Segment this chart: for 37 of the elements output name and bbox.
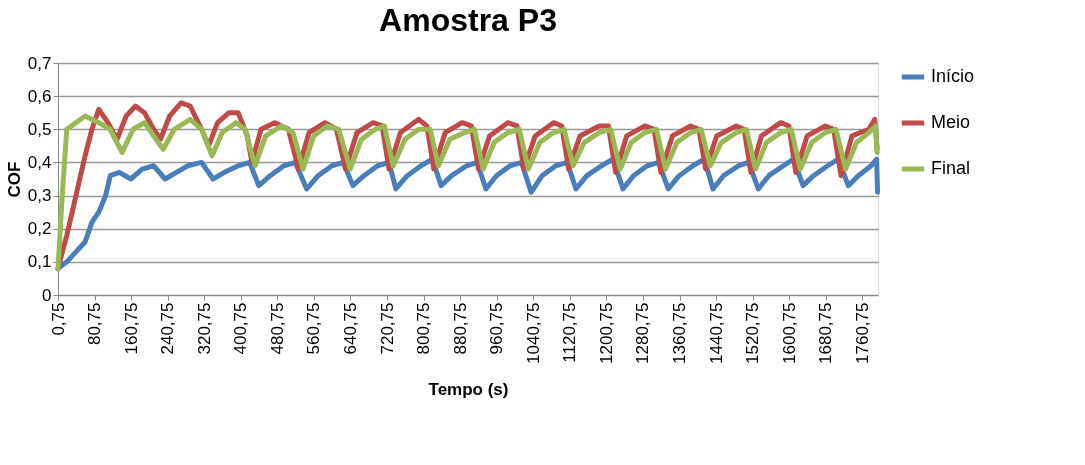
- x-tick-label: 480,75: [267, 302, 287, 355]
- x-tick-label: 160,75: [121, 302, 141, 355]
- legend-label: Final: [931, 158, 971, 178]
- y-axis-title: COF: [4, 161, 24, 198]
- y-tick-label: 0,7: [27, 53, 52, 73]
- y-tick-label: 0,4: [27, 152, 52, 172]
- legend-label: Meio: [931, 112, 971, 132]
- x-tick-label: 1680,75: [816, 302, 836, 364]
- y-tick-label: 0,5: [27, 119, 52, 139]
- x-tick-label: 320,75: [194, 302, 214, 355]
- x-axis-title: Tempo (s): [428, 379, 509, 399]
- x-tick-label: 0,75: [48, 302, 68, 336]
- x-tick-label: 800,75: [414, 302, 434, 355]
- x-tick-label: 1040,75: [523, 302, 543, 364]
- x-tick-label: 400,75: [231, 302, 251, 355]
- x-tick-label: 240,75: [158, 302, 178, 355]
- y-tick-label: 0: [42, 285, 52, 305]
- y-tick-label: 0,3: [27, 186, 52, 206]
- x-tick-label: 1200,75: [596, 302, 616, 364]
- x-tick-label: 1360,75: [670, 302, 690, 364]
- x-tick-label: 1120,75: [560, 302, 580, 363]
- x-tick-label: 80,75: [85, 302, 105, 346]
- x-tick-label: 1760,75: [852, 302, 872, 364]
- y-tick-label: 0,1: [27, 252, 52, 272]
- x-tick-label: 640,75: [340, 302, 360, 355]
- x-tick-label: 1600,75: [779, 302, 799, 364]
- y-tick-label: 0,2: [27, 219, 52, 239]
- x-tick-label: 880,75: [450, 302, 470, 355]
- y-tick-label: 0,6: [27, 86, 52, 106]
- x-tick-label: 960,75: [487, 302, 507, 355]
- x-tick-label: 1520,75: [743, 302, 763, 364]
- x-tick-label: 720,75: [377, 302, 397, 355]
- x-tick-label: 560,75: [304, 302, 324, 355]
- legend-label: Início: [931, 66, 975, 86]
- x-tick-label: 1440,75: [706, 302, 726, 364]
- chart-title: Amostra P3: [379, 2, 557, 38]
- x-tick-label: 1280,75: [633, 302, 653, 364]
